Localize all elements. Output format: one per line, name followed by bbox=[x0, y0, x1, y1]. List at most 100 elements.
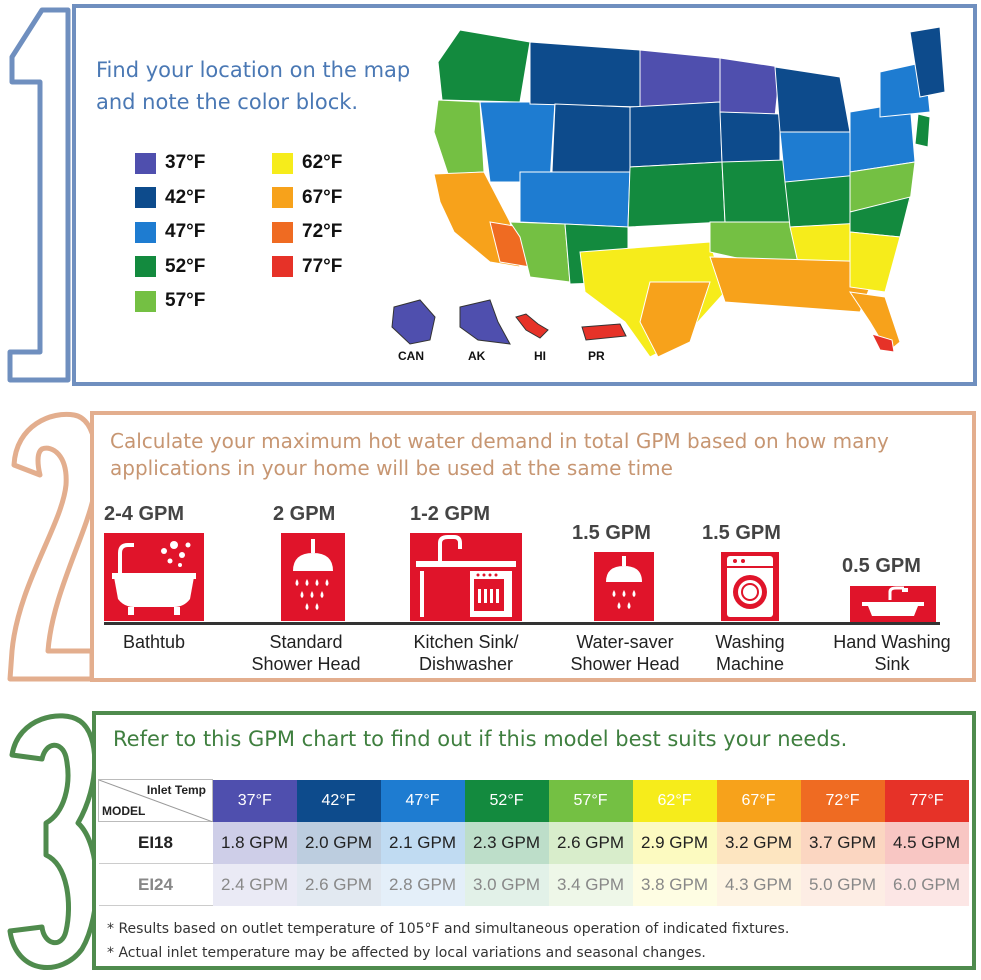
map-region-kansas bbox=[627, 161, 726, 228]
fixture-name-line: Hand Washing bbox=[833, 632, 951, 652]
legend-label: 62°F bbox=[302, 152, 343, 174]
fixture-name-water-saver: Water-saver Shower Head bbox=[560, 631, 690, 675]
legend-label: 77°F bbox=[302, 255, 343, 277]
legend-item: 47°F bbox=[135, 215, 205, 250]
territory-label-hi: HI bbox=[534, 349, 546, 363]
legend-label: 37°F bbox=[165, 152, 206, 174]
legend-item: 37°F bbox=[135, 146, 205, 181]
legend-label: 67°F bbox=[302, 186, 343, 208]
fixture-gpm-kitchen-sink: 1-2 GPM bbox=[410, 503, 491, 525]
chart-instruction: Refer to this GPM chart to find out if t… bbox=[113, 727, 848, 751]
fixture-gpm-washing-machine: 1.5 GPM bbox=[702, 522, 781, 544]
map-region-georgia bbox=[849, 231, 901, 293]
gpm-cell: 3.7 GPM bbox=[800, 821, 885, 864]
numeral-1-outline bbox=[7, 7, 71, 383]
numeral-2-outline bbox=[7, 411, 100, 682]
water-saver-shower-icon bbox=[594, 552, 654, 621]
map-region-pacific-nw bbox=[437, 29, 531, 103]
fixture-name-line: Shower Head bbox=[570, 654, 680, 674]
step-number-1 bbox=[2, 2, 82, 390]
legend-label: 57°F bbox=[165, 290, 206, 312]
fixture-name-line: Sink bbox=[874, 654, 910, 674]
gpm-cell: 2.0 GPM bbox=[296, 821, 381, 864]
legend-item: 72°F bbox=[272, 215, 342, 250]
footnote-outlet-temp: * Results based on outlet temperature of… bbox=[107, 921, 790, 937]
fixture-gpm-bathtub: 2-4 GPM bbox=[104, 503, 185, 525]
fixture-name-line: Washing bbox=[715, 632, 785, 652]
model-name-cell: EI24 bbox=[98, 863, 213, 906]
legend-swatch bbox=[135, 221, 156, 243]
temperature-legend-left: 37°F 42°F 47°F 52°F 57°F bbox=[135, 146, 205, 319]
step-number-3 bbox=[2, 705, 102, 980]
map-region-florida bbox=[848, 291, 901, 353]
gpm-cell: 2.4 GPM bbox=[212, 863, 297, 906]
gpm-cell: 3.8 GPM bbox=[632, 863, 717, 906]
map-region-iowa bbox=[719, 111, 781, 163]
legend-item: 52°F bbox=[135, 250, 205, 285]
map-region-gulf-coast bbox=[709, 256, 881, 313]
temp-header-77: 77°F bbox=[884, 779, 969, 822]
legend-swatch bbox=[272, 256, 293, 278]
gpm-cell: 4.5 GPM bbox=[884, 821, 969, 864]
fixture-gpm-hand-sink: 0.5 GPM bbox=[842, 555, 921, 577]
gpm-cell: 6.0 GPM bbox=[884, 863, 969, 906]
temp-header-72: 72°F bbox=[800, 779, 885, 822]
inlet-temp-label: Inlet Temp bbox=[146, 783, 206, 797]
gpm-cell: 4.3 GPM bbox=[716, 863, 801, 906]
map-region-new-england bbox=[909, 26, 946, 98]
legend-swatch bbox=[135, 256, 156, 278]
legend-label: 42°F bbox=[165, 186, 206, 208]
temp-header-52: 52°F bbox=[464, 779, 549, 822]
temperature-legend-right: 62°F 67°F 72°F 77°F bbox=[272, 146, 342, 284]
gpm-cell: 3.0 GPM bbox=[464, 863, 549, 906]
map-region-montana bbox=[529, 41, 641, 108]
map-region-new-jersey bbox=[914, 113, 931, 148]
step-3-panel bbox=[92, 711, 976, 970]
washing-machine-icon bbox=[721, 552, 779, 621]
gpm-cell: 3.2 GPM bbox=[716, 821, 801, 864]
map-region-minnesota bbox=[719, 57, 781, 118]
temp-header-47: 47°F bbox=[380, 779, 465, 822]
shower-head-icon bbox=[281, 533, 345, 621]
temp-header-67: 67°F bbox=[716, 779, 801, 822]
table-header-row: Inlet Temp MODEL 37°F 42°F 47°F 52°F 57°… bbox=[98, 779, 969, 822]
bathtub-icon bbox=[104, 533, 204, 621]
legend-swatch bbox=[272, 187, 293, 209]
gpm-cell: 1.8 GPM bbox=[212, 821, 297, 864]
fixture-gpm-standard-shower: 2 GPM bbox=[273, 503, 336, 525]
demand-instruction: Calculate your maximum hot water demand … bbox=[110, 429, 889, 480]
legend-label: 47°F bbox=[165, 221, 206, 243]
map-region-alaska bbox=[459, 299, 511, 345]
territory-label-can: CAN bbox=[398, 349, 424, 363]
gpm-cell: 2.3 GPM bbox=[464, 821, 549, 864]
gpm-cell: 3.4 GPM bbox=[548, 863, 633, 906]
us-temperature-map: CAN AK HI PR bbox=[391, 26, 946, 363]
map-region-puerto-rico bbox=[581, 323, 627, 341]
temp-header-37: 37°F bbox=[212, 779, 297, 822]
corner-diagonal bbox=[99, 780, 213, 822]
map-region-south-florida bbox=[871, 333, 895, 353]
fixture-name-line: Dishwasher bbox=[418, 654, 514, 674]
fixture-name-line: Machine bbox=[715, 654, 785, 674]
map-region-nebraska bbox=[629, 101, 723, 168]
fixture-name-standard-shower: Standard Shower Head bbox=[236, 631, 376, 675]
temp-header-42: 42°F bbox=[296, 779, 381, 822]
model-label: MODEL bbox=[102, 804, 146, 818]
fixture-name-line: Standard bbox=[269, 632, 343, 652]
legend-item: 62°F bbox=[272, 146, 342, 181]
gpm-cell: 2.8 GPM bbox=[380, 863, 465, 906]
map-region-arizona bbox=[509, 221, 571, 283]
fixture-gpm-water-saver: 1.5 GPM bbox=[572, 522, 651, 544]
gpm-cell: 2.6 GPM bbox=[548, 821, 633, 864]
step-2-panel bbox=[90, 411, 976, 682]
map-region-utah-colorado bbox=[519, 171, 631, 228]
map-region-dakotas bbox=[639, 49, 721, 108]
fixture-name-line: Water-saver bbox=[576, 632, 674, 652]
gpm-chart-table: Inlet Temp MODEL 37°F 42°F 47°F 52°F 57°… bbox=[98, 779, 969, 906]
fixture-name-kitchen-sink: Kitchen Sink/ Dishwasher bbox=[400, 631, 532, 675]
legend-swatch bbox=[272, 221, 293, 243]
fixture-name-hand-sink: Hand Washing Sink bbox=[820, 631, 964, 675]
map-region-hawaii bbox=[515, 313, 549, 339]
legend-item: 77°F bbox=[272, 250, 342, 285]
legend-label: 52°F bbox=[165, 255, 206, 277]
